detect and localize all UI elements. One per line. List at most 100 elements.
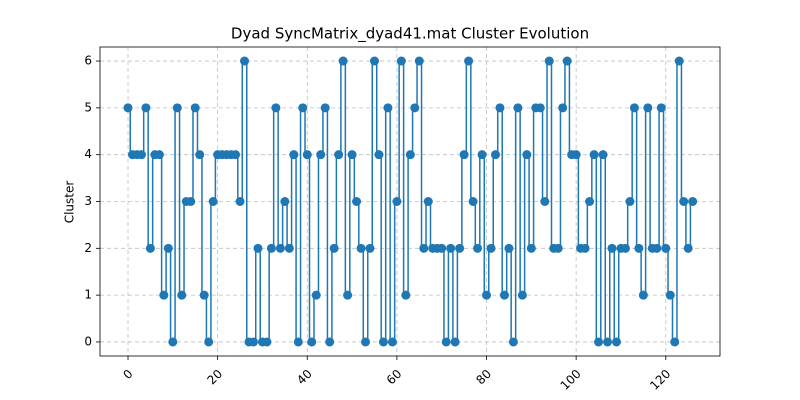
marker	[490, 150, 500, 160]
marker	[338, 56, 348, 66]
marker	[320, 103, 330, 113]
marker	[455, 243, 465, 253]
marker	[661, 243, 671, 253]
marker	[634, 243, 644, 253]
marker	[526, 243, 536, 253]
marker	[172, 103, 182, 113]
y-axis-label: Cluster	[63, 181, 77, 224]
marker	[316, 150, 326, 160]
marker	[468, 197, 478, 206]
marker	[231, 150, 241, 160]
marker	[620, 243, 630, 253]
marker	[298, 103, 308, 113]
marker	[513, 103, 523, 113]
marker	[598, 150, 608, 160]
marker	[195, 150, 205, 160]
marker	[365, 243, 375, 253]
marker	[580, 243, 590, 253]
marker	[262, 337, 272, 347]
marker	[553, 243, 563, 253]
marker	[356, 243, 366, 253]
marker	[589, 150, 599, 160]
marker	[311, 290, 321, 300]
marker	[679, 197, 689, 206]
marker	[204, 337, 214, 347]
marker	[450, 337, 460, 347]
marker	[392, 197, 402, 206]
marker	[508, 337, 518, 347]
marker	[405, 150, 415, 160]
marker	[280, 197, 290, 206]
marker	[414, 56, 424, 66]
y-tick-label: 5	[84, 100, 92, 114]
y-tick-label: 4	[84, 147, 92, 161]
marker	[540, 197, 550, 206]
marker	[123, 103, 133, 113]
marker	[159, 290, 169, 300]
marker	[253, 243, 263, 253]
marker	[499, 290, 509, 300]
marker	[343, 290, 353, 300]
marker	[459, 150, 469, 160]
marker	[625, 197, 635, 206]
plot-frame	[99, 46, 721, 357]
marker	[482, 290, 492, 300]
marker	[154, 150, 164, 160]
marker	[141, 103, 151, 113]
marker	[535, 103, 545, 113]
chart-title: Dyad SyncMatrix_dyad41.mat Cluster Evolu…	[231, 25, 589, 44]
marker	[347, 150, 357, 160]
marker	[477, 150, 487, 160]
marker	[674, 56, 684, 66]
marker	[240, 56, 250, 66]
y-tick-label: 6	[84, 54, 92, 68]
marker	[383, 103, 393, 113]
marker	[665, 290, 675, 300]
marker	[688, 197, 698, 206]
marker	[334, 150, 344, 160]
marker	[374, 150, 384, 160]
marker	[275, 243, 285, 253]
marker	[361, 337, 371, 347]
y-tick-label: 1	[84, 288, 92, 302]
marker	[410, 103, 420, 113]
marker	[423, 197, 433, 206]
marker	[271, 103, 281, 113]
marker	[652, 243, 662, 253]
marker	[177, 290, 187, 300]
marker	[329, 243, 339, 253]
marker	[248, 337, 258, 347]
marker	[266, 243, 276, 253]
marker	[378, 337, 388, 347]
marker	[643, 103, 653, 113]
marker	[163, 243, 173, 253]
marker	[289, 150, 299, 160]
marker	[517, 290, 527, 300]
marker	[136, 150, 146, 160]
marker	[235, 197, 245, 206]
marker	[437, 243, 447, 253]
marker	[369, 56, 379, 66]
marker	[284, 243, 294, 253]
marker	[638, 290, 648, 300]
marker	[419, 243, 429, 253]
marker	[486, 243, 496, 253]
marker	[401, 290, 411, 300]
marker	[145, 243, 155, 253]
marker	[302, 150, 312, 160]
marker	[670, 337, 680, 347]
y-tick-label: 2	[84, 241, 92, 255]
marker	[656, 103, 666, 113]
marker	[190, 103, 200, 113]
marker	[611, 337, 621, 347]
marker	[562, 56, 572, 66]
marker	[293, 337, 303, 347]
marker	[387, 337, 397, 347]
marker	[199, 290, 209, 300]
marker	[464, 56, 474, 66]
marker	[396, 56, 406, 66]
marker	[307, 337, 317, 347]
marker	[186, 197, 196, 206]
marker	[446, 243, 456, 253]
